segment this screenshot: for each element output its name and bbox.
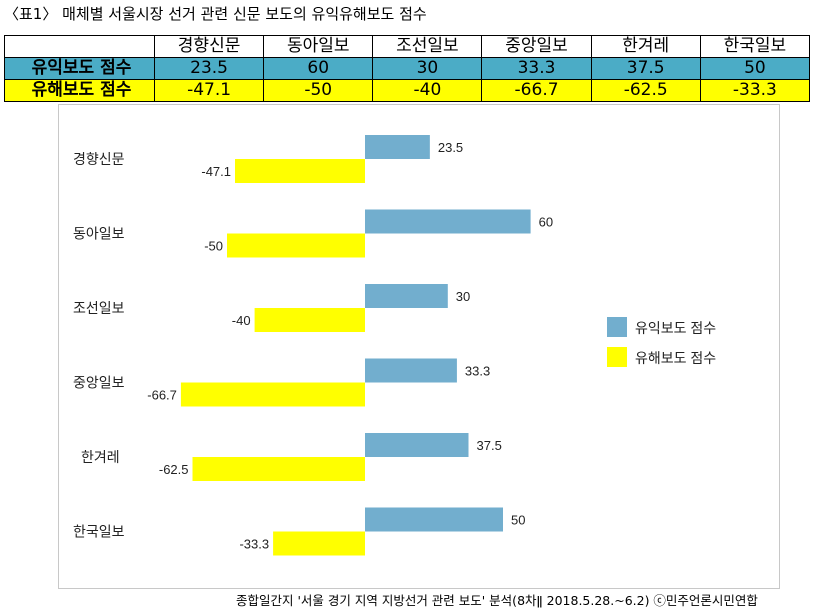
- table-cell: 23.5: [153, 57, 265, 80]
- row-header: 유해보도 점수: [4, 79, 155, 102]
- column-header: 한겨레: [590, 35, 701, 58]
- negative-bar: [273, 531, 365, 556]
- positive-bar: [365, 135, 430, 159]
- positive-value-label: 30: [456, 289, 470, 304]
- positive-bar: [365, 507, 503, 532]
- negative-value-label: -40: [232, 313, 251, 328]
- table-row-positive: 유익보도 점수 23.5 60 30 33.3 37.5 50: [4, 57, 811, 80]
- score-table: 경향신문 동아일보 조선일보 중앙일보 한겨레 한국일보 유익보도 점수 23.…: [4, 35, 811, 102]
- legend-positive-swatch: [607, 317, 627, 337]
- positive-value-label: 60: [539, 215, 553, 230]
- table-row-negative: 유해보도 점수 -47.1 -50 -40 -66.7 -62.5 -33.3: [4, 79, 811, 102]
- legend-negative-label: 유해보도 점수: [635, 350, 716, 366]
- column-header: 중앙일보: [481, 35, 592, 58]
- table-cell: 33.3: [481, 57, 592, 80]
- category-label: 중앙일보: [73, 375, 125, 391]
- positive-bar: [365, 433, 469, 457]
- negative-bar: [227, 233, 365, 258]
- table-title: 〈표1〉 매체별 서울시장 선거 관련 신문 보도의 유익유해보도 점수: [4, 5, 427, 23]
- category-label: 경향신문: [73, 151, 125, 167]
- negative-value-label: -33.3: [239, 537, 269, 552]
- category-label: 한겨레: [81, 449, 120, 465]
- negative-bar: [180, 382, 365, 407]
- table-cell: -66.7: [481, 79, 592, 102]
- bar-chart: 23.5 -47.1 경향신문 60 -50 동아일보 30 -40 조선일보 33.3 -66.7…: [73, 135, 716, 556]
- row-header: 유익보도 점수: [4, 57, 155, 80]
- legend-negative-swatch: [607, 347, 627, 367]
- positive-bar: [365, 284, 448, 308]
- positive-bar: [365, 358, 457, 383]
- category-label: 동아일보: [73, 226, 125, 242]
- table-cell: -33.3: [699, 79, 811, 102]
- table-cell: 60: [263, 57, 374, 80]
- column-header: 동아일보: [263, 35, 374, 58]
- negative-value-label: -66.7: [147, 388, 177, 403]
- column-header: 조선일보: [372, 35, 483, 58]
- table-cell: 37.5: [590, 57, 701, 80]
- category-label: 조선일보: [73, 300, 125, 316]
- category-label: 한국일보: [73, 524, 125, 540]
- table-corner-cell: [4, 35, 155, 58]
- negative-bar: [235, 159, 365, 183]
- chart-area: 23.5 -47.1 경향신문 60 -50 동아일보 30 -40 조선일보 33.3 -66.7…: [58, 104, 780, 589]
- table-cell: -62.5: [590, 79, 701, 102]
- source-note: 종합일간지 '서울 경기 지역 지방선거 관련 보도' 분석(8차ǁ 2018.…: [236, 593, 758, 608]
- table-cell: -50: [263, 79, 374, 102]
- positive-value-label: 33.3: [465, 364, 490, 379]
- table-cell: -47.1: [153, 79, 265, 102]
- negative-value-label: -62.5: [159, 462, 189, 477]
- legend-positive-label: 유익보도 점수: [635, 320, 716, 336]
- column-header: 경향신문: [153, 35, 265, 58]
- positive-value-label: 37.5: [477, 438, 502, 453]
- positive-bar: [365, 209, 531, 234]
- negative-value-label: -47.1: [201, 164, 231, 179]
- positive-value-label: 50: [511, 513, 525, 528]
- negative-value-label: -50: [204, 239, 223, 254]
- positive-value-label: 23.5: [438, 140, 463, 155]
- table-header-row: 경향신문 동아일보 조선일보 중앙일보 한겨레 한국일보: [4, 35, 811, 58]
- column-header: 한국일보: [699, 35, 811, 58]
- negative-bar: [192, 457, 365, 481]
- table-cell: -40: [372, 79, 483, 102]
- negative-bar: [254, 308, 365, 332]
- table-cell: 30: [372, 57, 483, 80]
- table-cell: 50: [699, 57, 811, 80]
